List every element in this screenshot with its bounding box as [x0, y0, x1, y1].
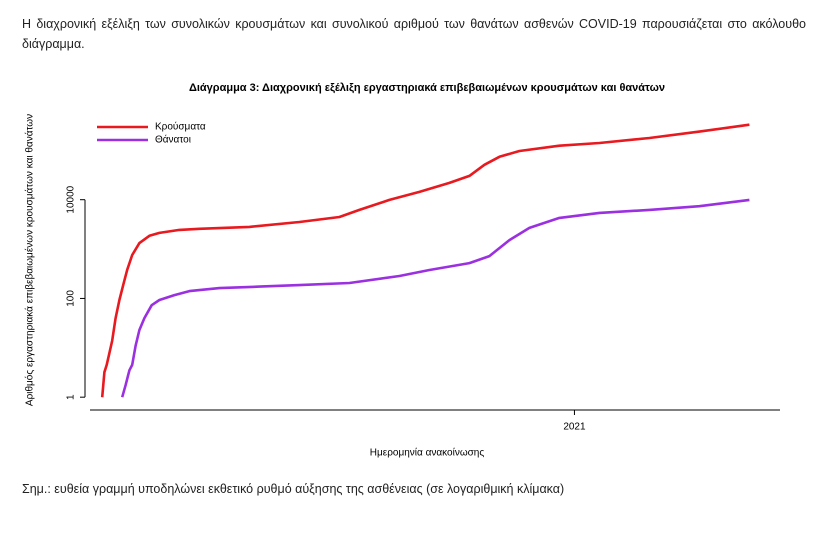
legend-label: Θάνατοι	[155, 134, 191, 146]
y-tick-label: 10000	[66, 185, 77, 213]
x-axis-label: Ημερομηνία ανακοίνωσης	[370, 447, 485, 459]
y-tick-label: 100	[66, 290, 77, 307]
y-tick-label: 1	[66, 394, 77, 400]
data-line	[120, 198, 750, 398]
data-line	[100, 123, 750, 398]
note-text: Σημ.: ευθεία γραμμή υποδηλώνει εκθετικό …	[22, 482, 565, 496]
x-tick-label: 2021	[563, 422, 586, 433]
chart: Διάγραμμα 3: Διαχρονική εξέλιξη εργαστηρ…	[24, 82, 780, 459]
chart-title: Διάγραμμα 3: Διαχρονική εξέλιξη εργαστηρ…	[189, 82, 665, 94]
y-axis-label: Αριθμός εργαστηριακά επιβεβαιωμένων κρου…	[24, 114, 36, 406]
intro-text: Η διαχρονική εξέλιξη των συνολικών κρουσ…	[22, 17, 806, 51]
legend-label: Κρούσματα	[155, 121, 206, 133]
